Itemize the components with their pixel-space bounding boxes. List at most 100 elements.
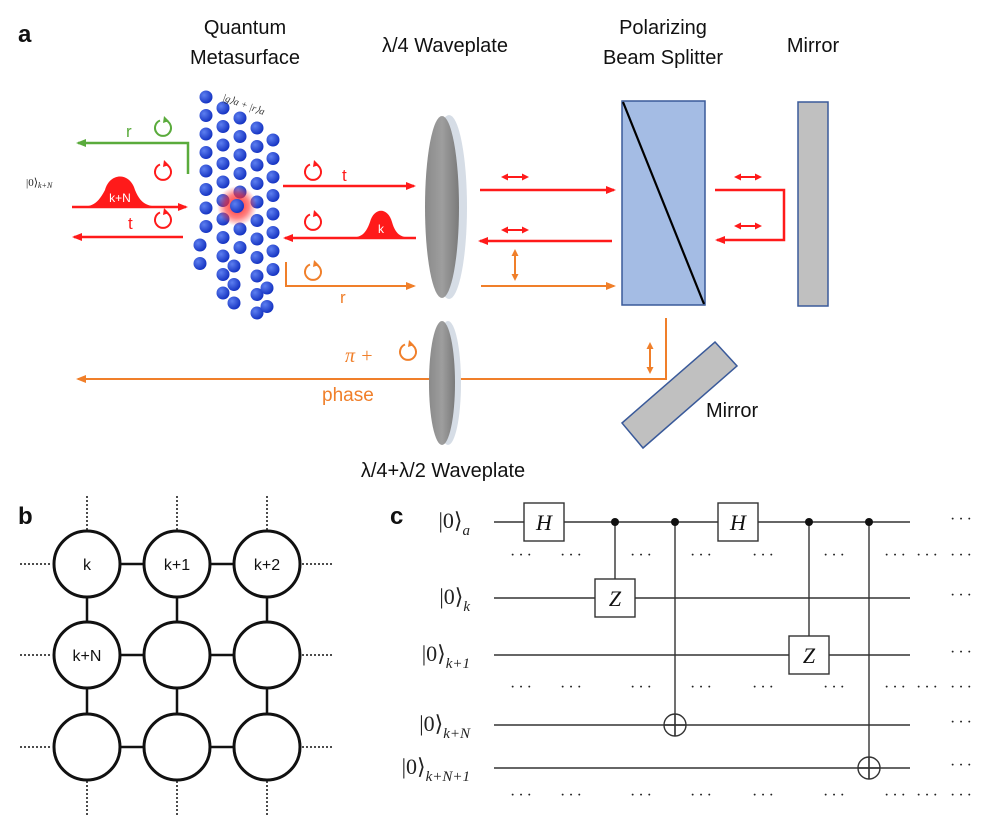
gate-label: Z xyxy=(609,586,622,611)
ellipsis: ··· xyxy=(950,547,975,564)
ellipsis: ··· xyxy=(884,547,909,564)
atom xyxy=(250,177,264,190)
input-state-label: |0⟩k+N xyxy=(26,177,53,190)
atom xyxy=(199,220,213,233)
atom xyxy=(266,170,280,184)
atom xyxy=(260,281,274,295)
pbs-diagonal xyxy=(621,101,706,305)
circular-polarization-icon xyxy=(154,116,172,137)
ellipsis: ··· xyxy=(560,787,585,804)
ellipsis: ··· xyxy=(823,547,848,564)
ellipsis: ··· xyxy=(752,547,777,564)
atom xyxy=(233,241,247,254)
circular-polarization-icon xyxy=(304,260,322,281)
lattice-node xyxy=(232,712,302,782)
ellipsis: ··· xyxy=(916,679,941,696)
waveplate-title: λ/4 Waveplate xyxy=(382,35,508,57)
atom xyxy=(216,268,230,281)
atom xyxy=(250,269,264,283)
cluster-state-lattice: k k+1 k+2 k+N xyxy=(20,496,334,815)
lattice-node-label: k+2 xyxy=(254,557,280,574)
qubit-label: |0⟩a xyxy=(439,508,471,539)
ellipsis: ··· xyxy=(560,679,585,696)
panel-b-label: b xyxy=(18,503,33,530)
ellipsis: ··· xyxy=(950,787,975,804)
atom xyxy=(250,140,264,153)
ellipsis: ··· xyxy=(884,679,909,696)
label-r-orange: r xyxy=(340,288,346,307)
label-t-right: t xyxy=(342,166,347,185)
atom xyxy=(199,183,213,196)
ellipsis: ··· xyxy=(950,714,975,731)
label-t-left: t xyxy=(128,214,133,233)
excited-atom xyxy=(230,199,244,213)
gate-box xyxy=(523,502,565,542)
lattice-node-label: k+N xyxy=(73,648,102,665)
lattice-node xyxy=(52,529,122,599)
atom xyxy=(193,257,207,270)
metasurface-atom-array xyxy=(193,90,280,320)
atom xyxy=(216,157,230,170)
gate-label: H xyxy=(535,510,553,535)
atom xyxy=(216,175,230,189)
ellipsis: ··· xyxy=(510,679,535,696)
atom xyxy=(250,121,264,135)
ellipsis: ··· xyxy=(823,679,848,696)
lattice-node xyxy=(142,620,212,690)
metasurface-title-2: Metasurface xyxy=(190,47,300,69)
lattice-node xyxy=(142,529,212,599)
ellipsis: ··· xyxy=(884,787,909,804)
atom xyxy=(233,130,247,143)
ellipsis: ··· xyxy=(950,511,975,528)
circular-polarization-icon xyxy=(304,160,322,181)
atom xyxy=(193,238,207,252)
atom xyxy=(250,158,264,172)
atom xyxy=(250,251,264,264)
atom xyxy=(216,286,230,300)
ellipsis: ··· xyxy=(950,757,975,774)
circular-polarization-icon xyxy=(304,210,322,231)
circular-polarization-icon xyxy=(399,340,417,361)
reflected-beam-orange xyxy=(285,262,416,290)
ellipsis: ··· xyxy=(950,644,975,661)
pbs-title: Polarizing xyxy=(619,17,707,39)
atom xyxy=(199,146,213,159)
gate-box xyxy=(788,635,830,675)
control-dot xyxy=(865,518,873,526)
lattice-node xyxy=(52,712,122,782)
mirror-title: Mirror xyxy=(787,35,840,57)
qubit-label: |0⟩k+1 xyxy=(422,641,470,672)
panel-c-label: c xyxy=(390,503,403,530)
ellipsis: ··· xyxy=(752,787,777,804)
returning-pulse-label: k xyxy=(378,222,385,236)
quarter-half-waveplate xyxy=(429,321,455,445)
ellipsis: ··· xyxy=(823,787,848,804)
atom xyxy=(227,296,241,310)
metasurface-title: Quantum xyxy=(204,17,286,39)
atom xyxy=(216,101,230,115)
atom xyxy=(199,201,213,215)
atom xyxy=(250,288,264,301)
atom xyxy=(266,244,280,258)
atom xyxy=(266,189,280,202)
atom xyxy=(216,231,230,244)
quantum-circuit: |0⟩a ··· |0⟩k ··· |0⟩k+1 ··· |0⟩k+N ··· |0⟩k+N+1… xyxy=(402,502,975,804)
panel-a-label: a xyxy=(18,21,32,48)
control-dot xyxy=(805,518,813,526)
returning-pulse xyxy=(345,210,416,238)
label-r-green: r xyxy=(126,122,132,141)
ellipsis: ··· xyxy=(916,787,941,804)
circular-polarization-icon xyxy=(154,160,172,181)
ellipsis: ··· xyxy=(752,679,777,696)
gate-label: H xyxy=(729,510,747,535)
lattice-node-label: k xyxy=(83,557,92,574)
lattice-node xyxy=(232,529,302,599)
ellipsis: ··· xyxy=(630,679,655,696)
lattice-node-label: k+1 xyxy=(164,557,190,574)
ellipsis: ··· xyxy=(630,547,655,564)
input-pulse-label: k+N xyxy=(109,191,131,205)
ellipsis: ··· xyxy=(510,787,535,804)
phase-label: phase xyxy=(322,385,374,406)
lattice-node xyxy=(142,712,212,782)
atom xyxy=(199,127,213,141)
